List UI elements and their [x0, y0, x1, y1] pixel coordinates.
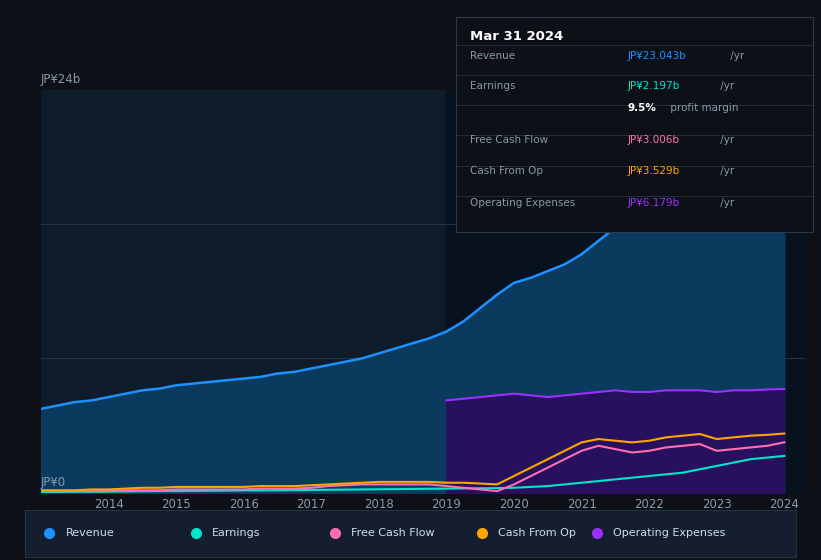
Text: JP¥6.179b: JP¥6.179b: [627, 198, 679, 208]
Text: JP¥24b: JP¥24b: [41, 73, 81, 86]
Text: 9.5%: 9.5%: [627, 104, 656, 114]
Text: Operating Expenses: Operating Expenses: [613, 529, 726, 538]
Text: Revenue: Revenue: [470, 50, 515, 60]
Text: /yr: /yr: [717, 135, 734, 144]
Text: Cash From Op: Cash From Op: [470, 166, 543, 176]
Text: JP¥0: JP¥0: [41, 476, 67, 489]
Text: /yr: /yr: [717, 166, 734, 176]
Text: JP¥23.043b: JP¥23.043b: [627, 50, 686, 60]
Text: Earnings: Earnings: [212, 529, 260, 538]
Text: Free Cash Flow: Free Cash Flow: [351, 529, 434, 538]
Text: /yr: /yr: [717, 81, 734, 91]
Text: /yr: /yr: [717, 198, 734, 208]
Text: Mar 31 2024: Mar 31 2024: [470, 30, 563, 43]
Text: Operating Expenses: Operating Expenses: [470, 198, 576, 208]
Text: Revenue: Revenue: [66, 529, 114, 538]
Text: JP¥2.197b: JP¥2.197b: [627, 81, 679, 91]
Text: Earnings: Earnings: [470, 81, 516, 91]
Text: profit margin: profit margin: [667, 104, 739, 114]
Text: Cash From Op: Cash From Op: [498, 529, 576, 538]
Text: Free Cash Flow: Free Cash Flow: [470, 135, 548, 144]
Text: JP¥3.529b: JP¥3.529b: [627, 166, 679, 176]
Text: JP¥3.006b: JP¥3.006b: [627, 135, 679, 144]
Bar: [447, 90, 805, 493]
Text: /yr: /yr: [727, 50, 745, 60]
